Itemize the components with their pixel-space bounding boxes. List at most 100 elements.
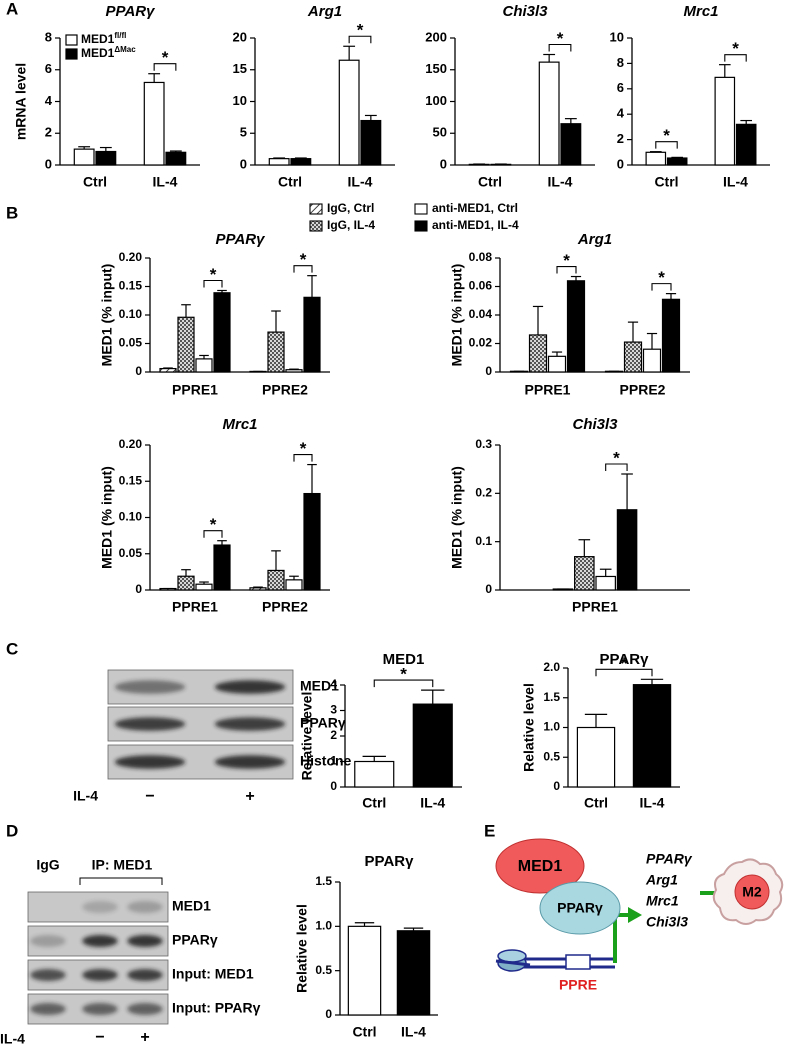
bar — [95, 150, 117, 166]
y-tick-label: 2 — [45, 125, 52, 140]
bar — [249, 370, 267, 373]
bar — [616, 509, 638, 591]
significance-bracket — [203, 279, 223, 288]
y-tick-label: 0.15 — [119, 279, 143, 293]
significance-bracket — [651, 283, 672, 291]
y-tick-label: 0.2 — [475, 486, 492, 500]
x-tick-label: PPRE1 — [172, 382, 218, 398]
bar — [623, 341, 643, 373]
bar-chart: PPARγ Relative level 0 0.5 1.0 1.5 Ctrl IL-4 — [294, 853, 438, 1040]
bar — [347, 925, 382, 1016]
bar — [632, 684, 672, 788]
y-tick-label: 0 — [617, 156, 624, 171]
lane-bracket — [79, 877, 163, 885]
x-tick-label: PPRE1 — [172, 599, 218, 615]
blot-band — [30, 969, 66, 981]
bar — [213, 292, 231, 373]
y-axis-label: MED1 (% input) — [99, 264, 115, 367]
bar — [195, 583, 213, 591]
y-tick-label: 0.20 — [119, 250, 143, 264]
legend-swatch — [414, 220, 428, 232]
y-tick-label: 100 — [425, 93, 447, 108]
blot-band — [114, 717, 186, 731]
bar — [509, 370, 529, 373]
bar — [303, 492, 321, 591]
bar-chart: Arg1 0 5 10 15 20 Ctrl IL-4 * — [233, 3, 395, 190]
x-tick-label: IL-4 — [640, 795, 665, 811]
bar-chart: Mrc1 MED1 (% input) 0 0.05 0.10 0.15 0.20 PPRE1… — [99, 416, 330, 615]
lane-header: IP: MED1 — [92, 857, 153, 873]
bar-chart: PPARγ Relative level 0 0.5 1.0 1.5 2.0 Ctrl IL-4… — [521, 651, 680, 811]
bar — [574, 556, 595, 591]
blot-band — [82, 935, 118, 947]
significance-bracket — [373, 679, 434, 688]
y-tick-label: 6 — [45, 61, 52, 76]
bar — [159, 367, 177, 373]
y-tick-label: 0.05 — [119, 336, 143, 350]
blot-row-label: MED1 — [172, 898, 211, 914]
chart-title: PPARγ — [365, 853, 415, 870]
y-tick-label: 1.5 — [543, 690, 560, 704]
panel-letter: C — [6, 639, 18, 658]
x-tick-label: PPRE1 — [572, 599, 618, 615]
legend-label: IgG, Ctrl — [327, 201, 374, 215]
y-tick-label: 0.05 — [119, 546, 143, 560]
y-tick-label: 2 — [617, 131, 624, 146]
lane-label: − — [95, 1029, 104, 1046]
x-tick-label: IL-4 — [420, 795, 445, 811]
y-tick-label: 0.20 — [119, 437, 143, 451]
y-tick-label: 20 — [233, 29, 247, 44]
bar — [73, 148, 95, 166]
gene-label: Arg1 — [645, 872, 678, 888]
significance-label: * — [613, 448, 620, 467]
bar — [661, 298, 681, 373]
significance-bracket — [203, 530, 223, 538]
blot-band — [82, 969, 118, 981]
element-label: PPRE — [559, 977, 597, 993]
y-tick-label: 0.5 — [543, 749, 560, 763]
y-tick-label: 200 — [425, 29, 447, 44]
legend-name: MED1 — [81, 46, 115, 60]
legend-label: anti-MED1, IL-4 — [432, 218, 519, 232]
y-axis-label: Relative level — [294, 904, 310, 993]
legend-label: MED1ΔMac — [81, 45, 136, 60]
significance-label: * — [210, 265, 217, 284]
significance-label: * — [732, 39, 739, 58]
y-tick-label: 0.10 — [119, 510, 143, 524]
x-tick-label: PPRE2 — [262, 599, 308, 615]
y-tick-label: 4 — [45, 93, 53, 108]
bar — [552, 588, 574, 591]
bar — [528, 334, 548, 373]
y-tick-label: 6 — [617, 80, 624, 95]
blot-row-label: MED1 — [300, 678, 339, 694]
x-tick-label: Ctrl — [352, 1024, 376, 1040]
significance-label: * — [621, 654, 628, 673]
legend-swatch — [65, 34, 78, 46]
significance-label: * — [162, 48, 169, 67]
y-tick-label: 4 — [330, 677, 337, 691]
significance-bracket — [605, 463, 628, 471]
blot-band — [30, 1003, 66, 1015]
y-tick-label: 1 — [330, 754, 337, 768]
treatment-label: IL-4 — [0, 1031, 25, 1047]
legend-name: MED1 — [81, 32, 115, 46]
y-tick-label: 3 — [330, 703, 337, 717]
panel-letter: A — [6, 0, 18, 18]
bar — [285, 579, 303, 591]
chart-title: PPARγ — [106, 3, 157, 20]
bar — [195, 358, 213, 373]
chart-title: Mrc1 — [222, 416, 257, 433]
y-axis-label: MED1 (% input) — [99, 466, 115, 569]
y-tick-label: 0 — [135, 582, 142, 596]
x-tick-label: IL-4 — [723, 174, 748, 190]
bar-chart: Arg1 MED1 (% input) 0 0.02 0.04 0.06 0.08 PPRE1… — [449, 231, 690, 398]
panel-letter: D — [6, 821, 18, 840]
bar — [595, 575, 616, 591]
coactivator-label: MED1 — [518, 858, 563, 875]
bar-chart: PPARγ MED1 (% input) 0 0.05 0.10 0.15 0.20 PPRE… — [99, 231, 330, 398]
y-tick-label: 150 — [425, 61, 447, 76]
y-tick-label: 0 — [485, 582, 492, 596]
bar — [267, 331, 285, 373]
